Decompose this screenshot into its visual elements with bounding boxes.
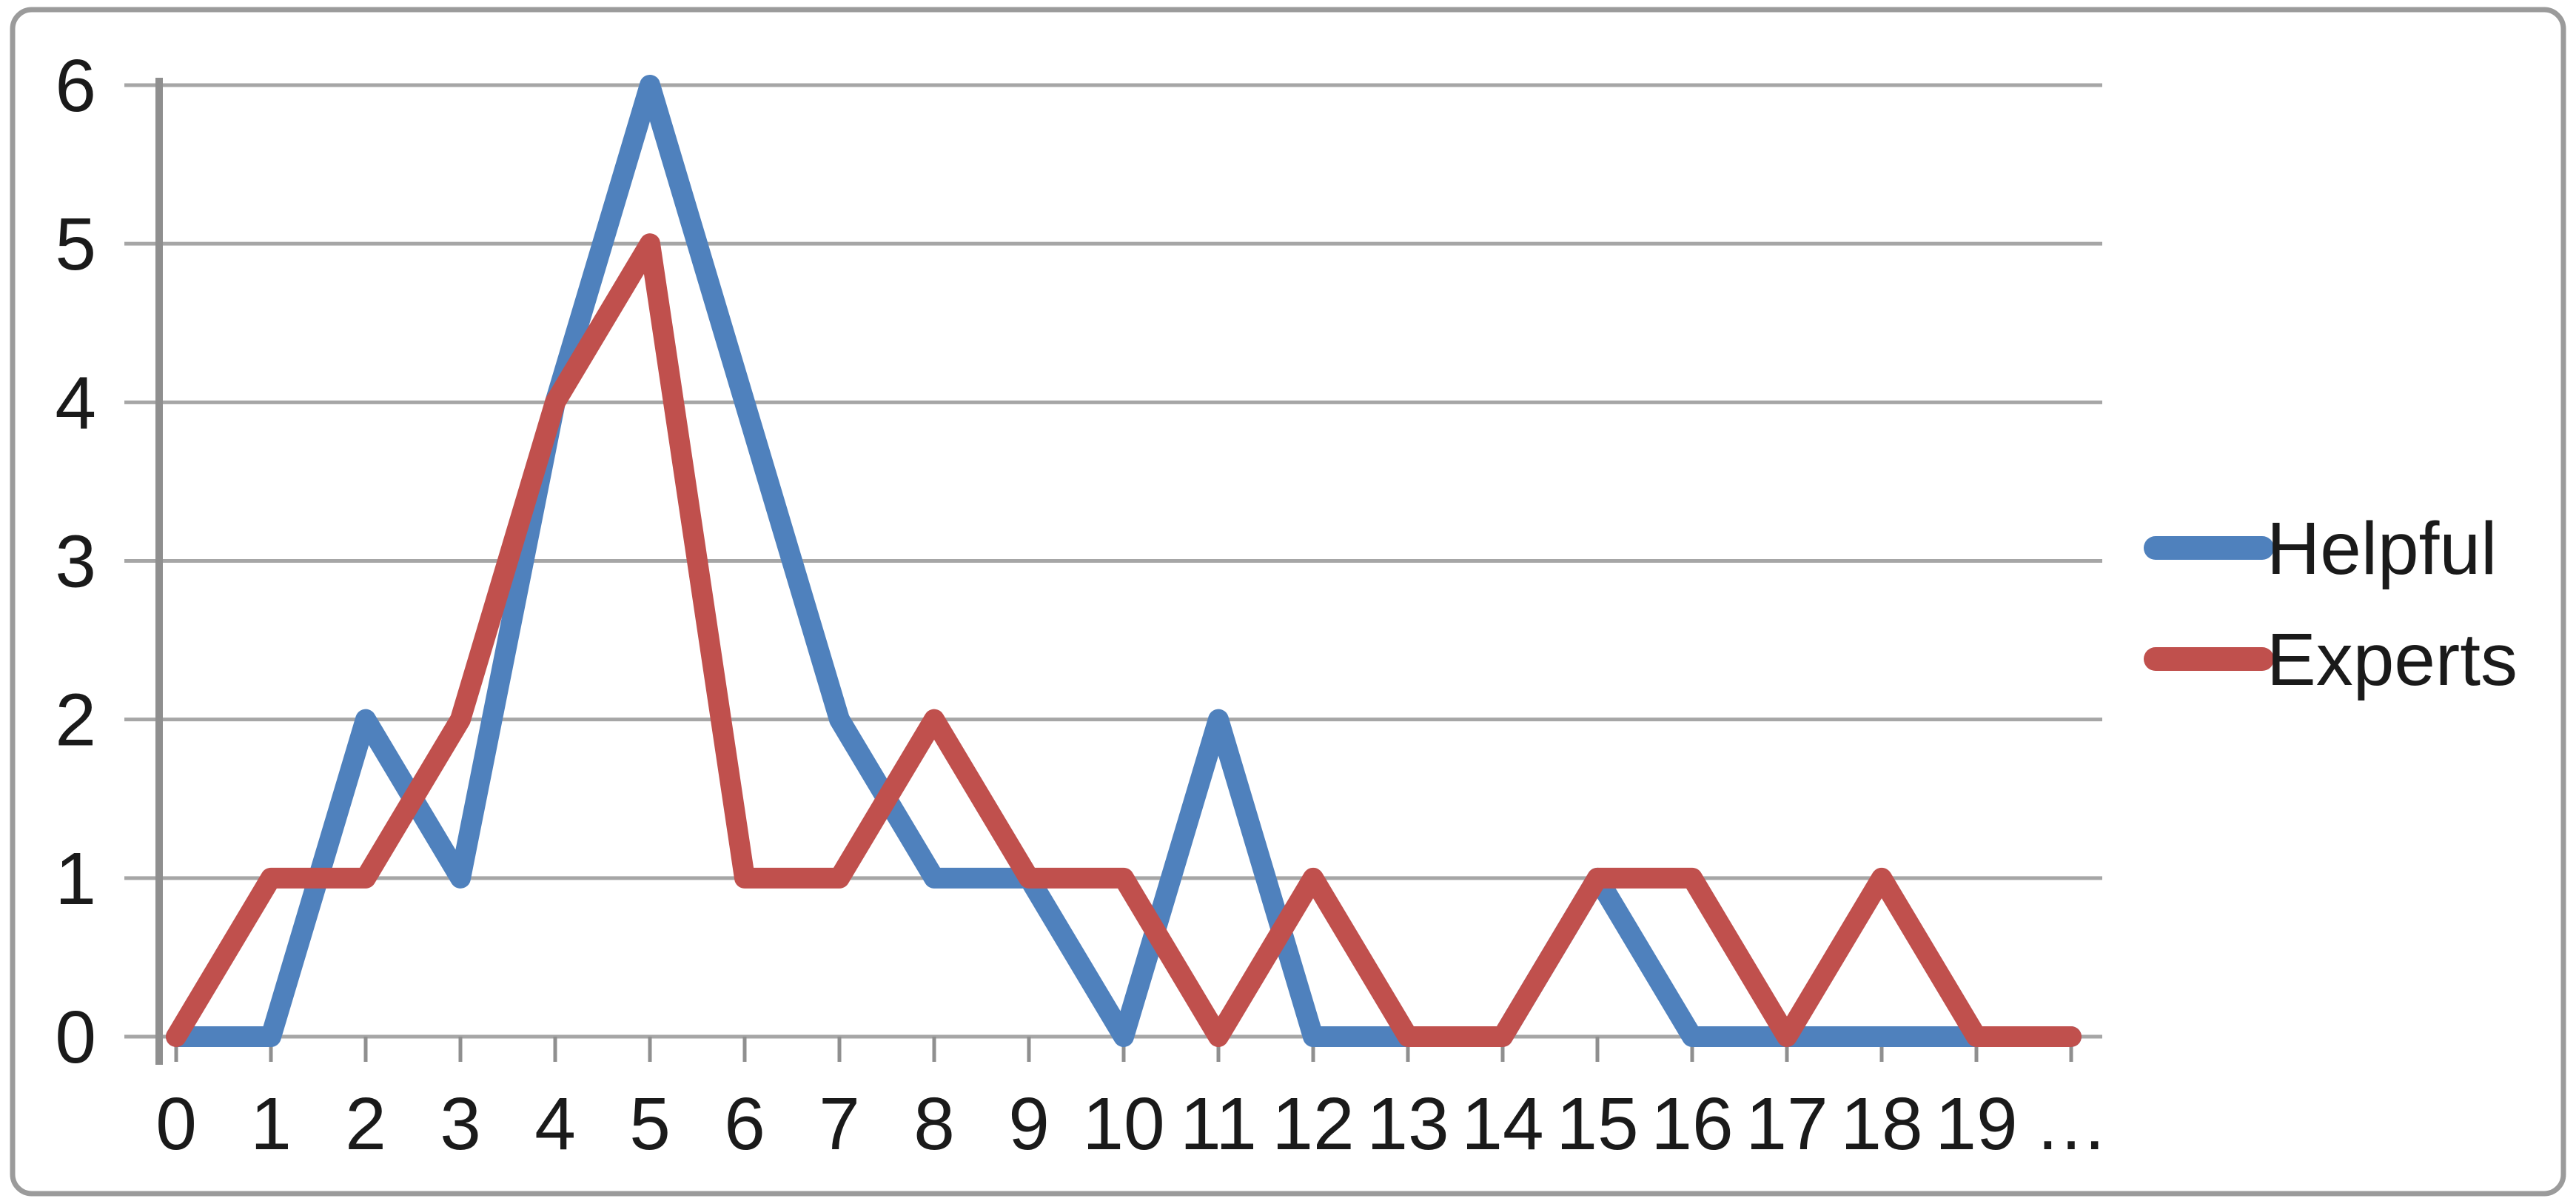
series-line-experts — [166, 233, 2082, 1047]
x-axis-label-17: 17 — [1745, 1083, 1828, 1165]
x-axis-label-14: 14 — [1461, 1083, 1543, 1165]
figure-border — [10, 7, 2566, 1197]
x-axis-label-1: 1 — [250, 1083, 292, 1165]
x-axis-label-13: 13 — [1366, 1083, 1449, 1165]
series-lines — [166, 75, 2082, 1047]
x-axis-label-19: 19 — [1935, 1083, 2017, 1165]
y-axis-label-3: 3 — [55, 521, 96, 603]
x-axis-label-18: 18 — [1840, 1083, 1922, 1165]
legend-label-experts: Experts — [2267, 618, 2518, 701]
y-axis-label-0: 0 — [55, 996, 96, 1079]
x-axis-labels: 0 1 2 3 4 5 6 7 8 9 10 11 12 13 14 15 16 17 18 19… — [155, 1083, 2108, 1165]
legend-item-helpful: Helpful — [2144, 507, 2497, 590]
y-axis-labels: 0 1 2 3 4 5 6 — [55, 44, 96, 1079]
x-axis-label-15: 15 — [1556, 1083, 1638, 1165]
x-axis-label-9: 9 — [1008, 1083, 1050, 1165]
x-axis-label-…: … — [2034, 1083, 2108, 1165]
x-axis-label-3: 3 — [440, 1083, 481, 1165]
x-axis-label-12: 12 — [1272, 1083, 1354, 1165]
series-line-helpful — [166, 75, 2082, 1047]
x-axis-label-6: 6 — [724, 1083, 765, 1165]
x-axis-label-5: 5 — [629, 1083, 671, 1165]
x-axis-label-11: 11 — [1180, 1083, 1257, 1165]
x-axis-label-16: 16 — [1651, 1083, 1733, 1165]
y-axis-label-4: 4 — [55, 361, 96, 444]
x-axis-label-10: 10 — [1082, 1083, 1164, 1165]
legend: Helpful Experts — [2144, 507, 2518, 701]
y-axis-label-2: 2 — [55, 679, 96, 762]
y-axis-label-6: 6 — [55, 44, 96, 127]
legend-item-experts: Experts — [2144, 618, 2518, 701]
x-axis-label-2: 2 — [345, 1083, 386, 1165]
x-axis-label-0: 0 — [155, 1083, 197, 1165]
y-axis-label-5: 5 — [55, 203, 96, 286]
legend-label-helpful: Helpful — [2267, 507, 2497, 590]
x-axis-label-7: 7 — [819, 1083, 860, 1165]
x-axis-label-4: 4 — [534, 1083, 576, 1165]
x-axis-label-8: 8 — [913, 1083, 955, 1165]
y-axis-label-1: 1 — [55, 837, 96, 920]
